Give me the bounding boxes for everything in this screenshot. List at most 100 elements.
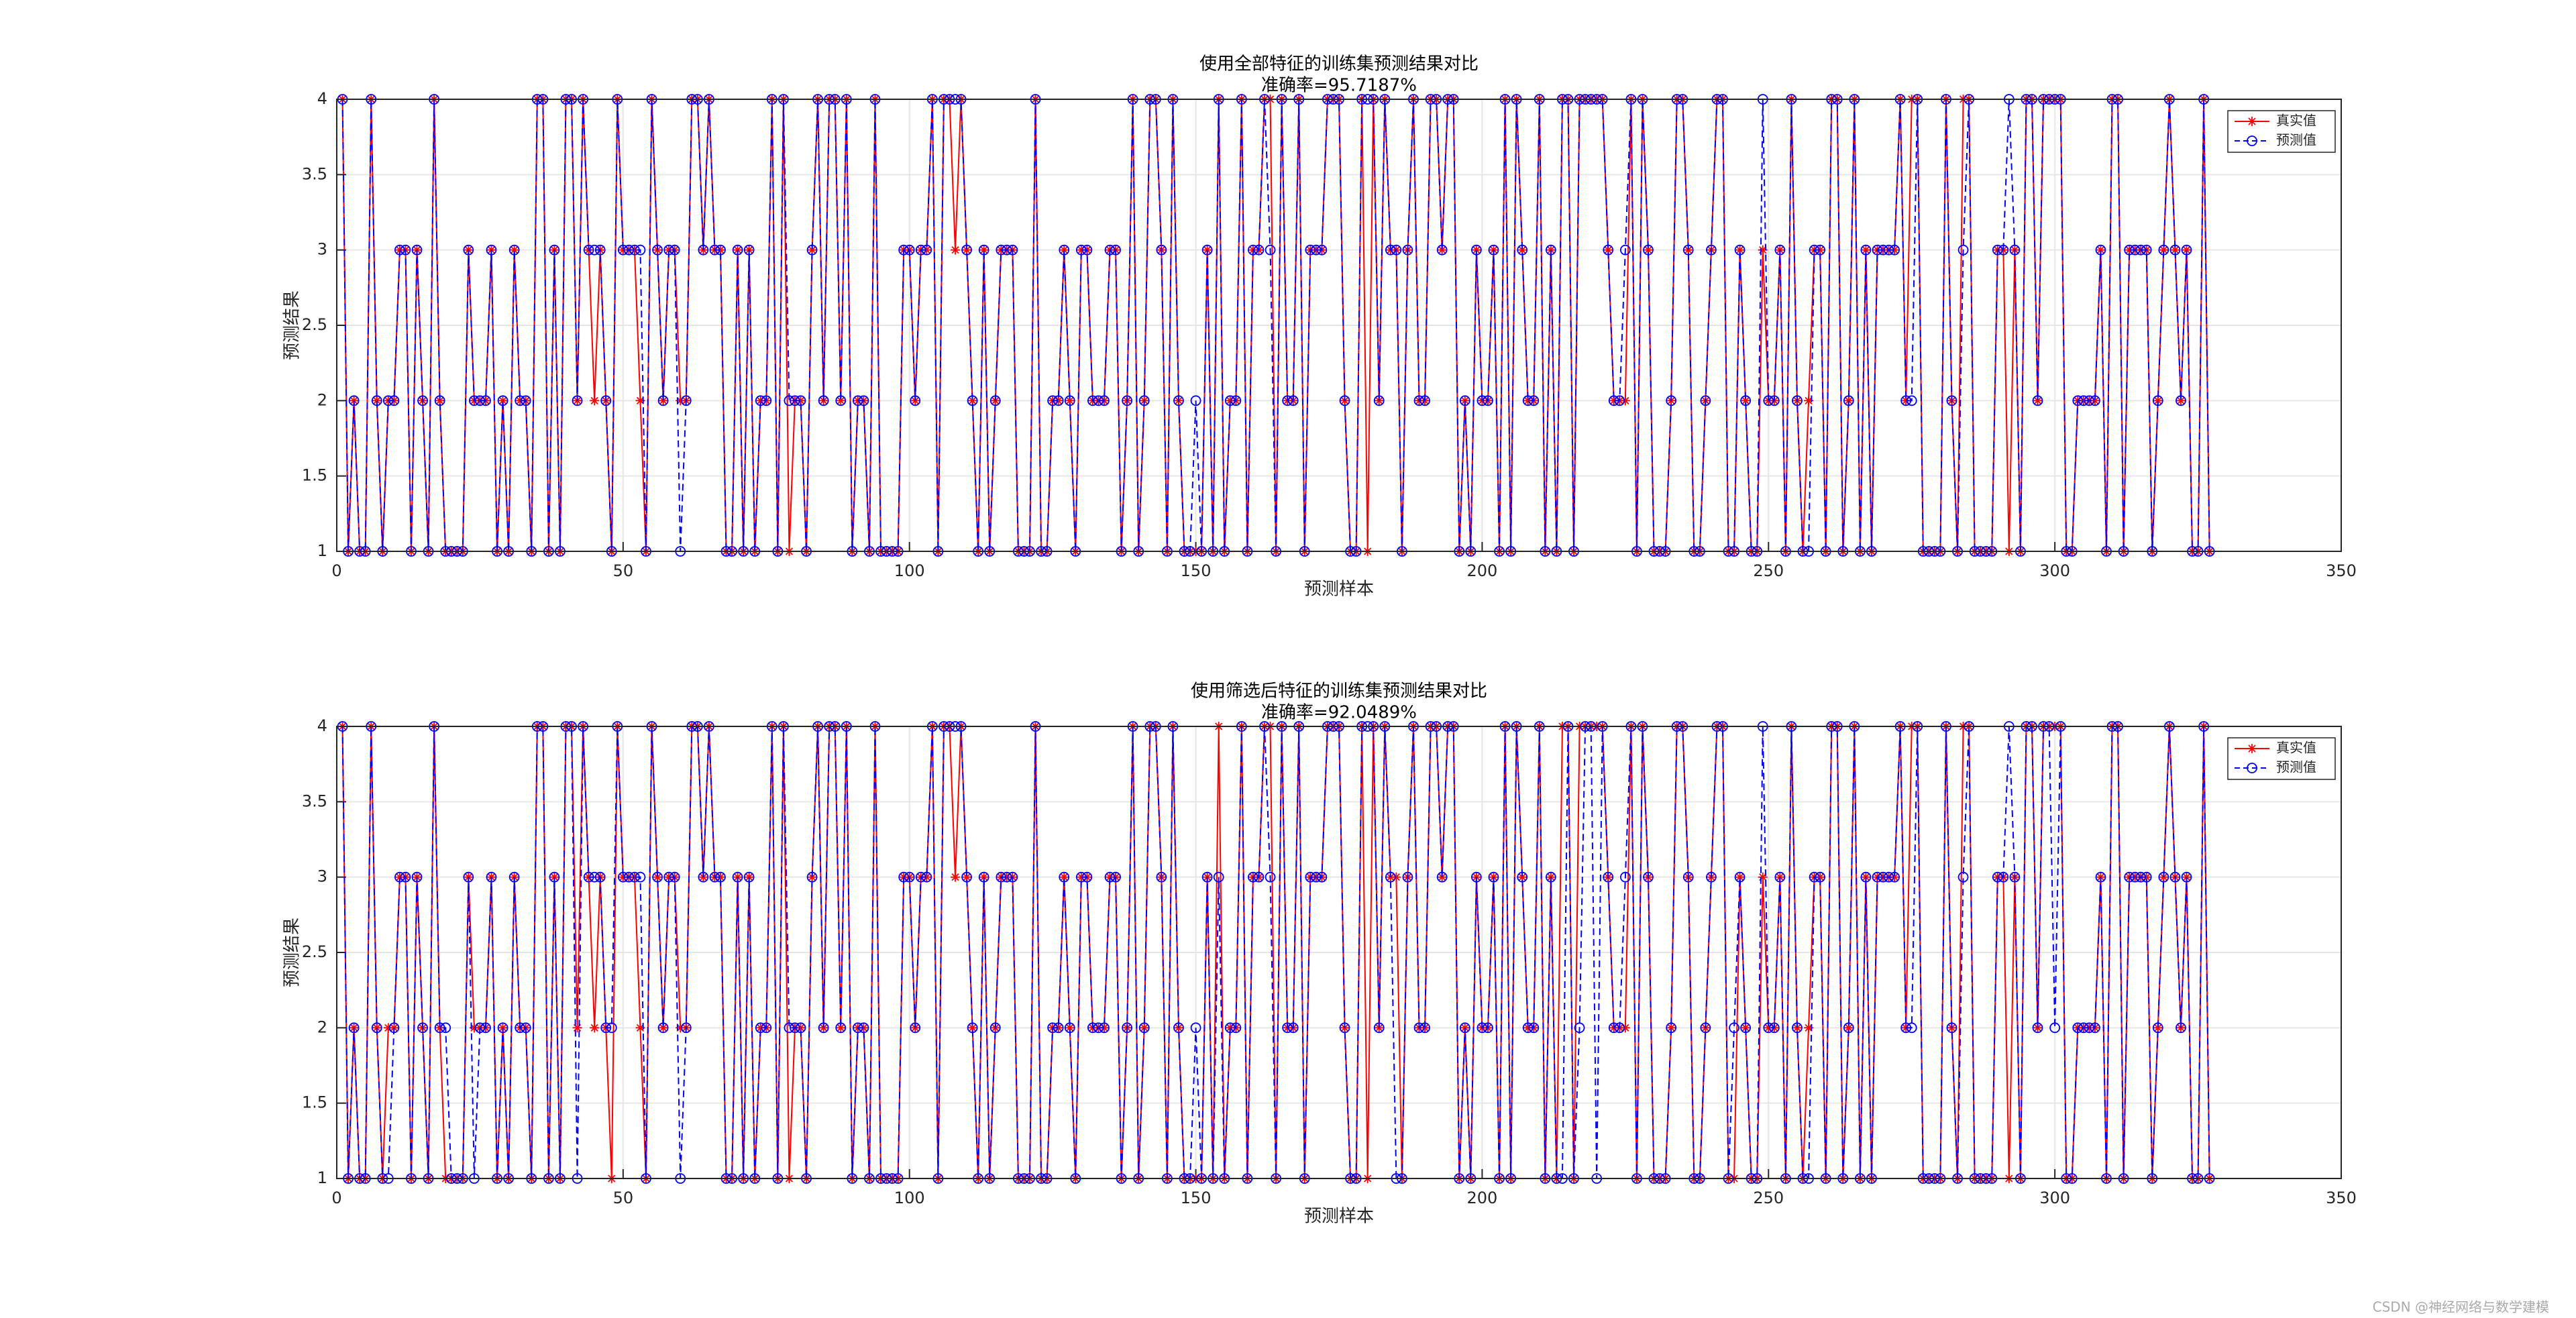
marker [1517,872,1527,882]
y-tick-label: 2 [317,1018,327,1036]
y-tick-label: 3.5 [302,791,327,810]
marker [2125,245,2135,255]
marker [411,244,423,256]
marker [732,871,743,883]
marker [836,396,846,406]
marker [2096,245,2106,255]
marker [435,396,445,406]
marker [1477,1022,1488,1034]
marker [1545,244,1556,256]
y-tick-label: 2 [317,390,327,409]
marker [508,871,520,883]
x-tick-label: 0 [331,1189,341,1207]
marker [1225,396,1235,406]
marker [1053,395,1064,406]
marker [967,1023,977,1033]
marker [1860,244,1872,256]
marker [1483,1022,1493,1034]
marker [480,1022,491,1034]
chart-subtitle: 准确率=95.7187% [1261,76,1417,96]
marker [1104,871,1116,883]
marker [1470,871,1482,883]
marker [2152,1022,2163,1034]
marker [486,244,497,256]
marker [1104,244,1116,256]
marker [1075,244,1087,256]
marker [1311,245,1321,255]
marker [1545,871,1556,883]
marker [480,395,491,406]
marker [989,1022,1001,1034]
marker [2090,395,2100,406]
marker [1809,871,1820,883]
marker [1957,871,1969,883]
marker [1666,1022,1677,1034]
marker [962,245,972,255]
marker [2152,395,2163,406]
marker [1419,395,1430,406]
marker [1201,871,1213,883]
marker [606,1022,617,1034]
marker [755,396,765,406]
marker [629,244,640,256]
marker [1316,871,1328,883]
y-tick-label: 2.5 [302,315,327,334]
marker [400,244,411,256]
marker [1946,1022,1957,1034]
marker [922,872,932,882]
marker [600,1022,612,1034]
marker [1517,871,1528,883]
chart-subtitle: 准确率=92.0489% [1261,703,1417,723]
marker [1065,1023,1075,1033]
marker [967,1022,978,1034]
marker [589,244,600,256]
marker [509,245,519,255]
marker [2135,244,2147,256]
marker [2124,871,2135,883]
marker [1682,244,1694,256]
marker [1734,871,1746,883]
marker [1391,244,1402,256]
y-tick-label: 4 [317,716,327,735]
x-tick-label: 0 [331,561,341,580]
marker [852,395,863,406]
marker [1682,871,1694,883]
marker [635,244,646,256]
marker [1998,244,2009,256]
marker [411,871,423,883]
marker [743,244,755,256]
x-tick-label: 150 [1181,561,1212,580]
marker [818,395,829,406]
marker [904,871,915,883]
marker [1201,244,1213,256]
marker [676,1023,686,1033]
marker [1700,395,1711,406]
marker [1420,396,1430,406]
marker [1064,395,1075,406]
marker [515,1022,526,1034]
marker [951,872,961,882]
marker [463,871,474,883]
y-axis-label: 预测结果 [282,918,303,987]
marker [629,872,639,882]
marker [1883,871,1894,883]
marker [383,1023,393,1033]
marker [486,871,497,883]
marker [371,1022,382,1034]
marker [910,395,921,406]
marker [394,245,405,255]
marker [1522,1022,1534,1034]
marker [1900,395,1912,406]
marker [590,396,600,406]
marker [653,872,663,882]
marker [2158,871,2169,883]
marker [600,395,612,406]
marker [1190,1022,1201,1034]
x-tick-label: 300 [2039,561,2070,580]
marker [1815,871,1826,883]
marker [1861,245,1871,255]
marker [715,872,725,882]
marker [698,244,709,256]
marker [1804,396,1814,406]
marker [1305,244,1316,256]
